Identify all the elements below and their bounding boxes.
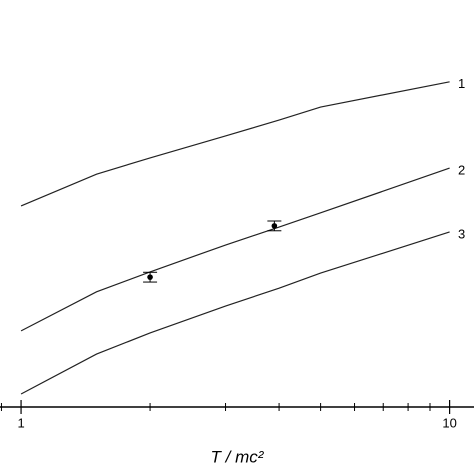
line (20, 81, 450, 207)
line (20, 167, 450, 332)
series-label: 2 (458, 163, 465, 178)
x-tick-label: 1 (17, 415, 24, 430)
data-point (271, 223, 278, 229)
series-label: 3 (458, 226, 465, 241)
line (20, 231, 450, 395)
x-axis-label: T / mc² (211, 447, 265, 466)
data-point (147, 274, 153, 280)
x-tick-label: 10 (442, 415, 456, 430)
series-label: 1 (458, 76, 465, 91)
